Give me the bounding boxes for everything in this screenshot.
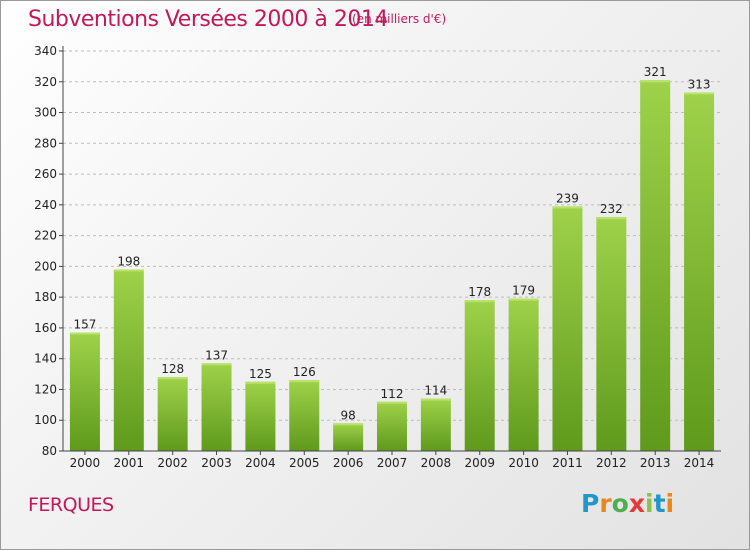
y-tick-label: 280 bbox=[34, 136, 57, 150]
x-tick-label: 2004 bbox=[245, 456, 276, 470]
place-name: FERQUES bbox=[28, 494, 114, 516]
bar-value-label: 125 bbox=[249, 367, 272, 381]
bar-highlight bbox=[464, 300, 495, 303]
proxiti-logo: Proxiti bbox=[581, 489, 674, 518]
logo-letter: i bbox=[645, 489, 654, 518]
bar bbox=[464, 300, 495, 451]
chart-title: Subventions Versées 2000 à 2014 bbox=[28, 7, 388, 32]
bar bbox=[245, 381, 276, 451]
y-tick-label: 80 bbox=[42, 444, 57, 458]
x-tick-label: 2003 bbox=[201, 456, 232, 470]
bar bbox=[113, 269, 144, 451]
x-tick-label: 2008 bbox=[421, 456, 452, 470]
bar-value-label: 198 bbox=[117, 254, 140, 268]
bar-highlight bbox=[596, 217, 627, 220]
bar-value-label: 313 bbox=[688, 78, 711, 92]
bar-highlight bbox=[508, 298, 539, 301]
y-tick-label: 240 bbox=[34, 198, 57, 212]
bar-value-label: 137 bbox=[205, 348, 228, 362]
bar-value-label: 126 bbox=[293, 365, 316, 379]
bar-highlight bbox=[157, 377, 188, 380]
bar-highlight bbox=[377, 401, 407, 404]
bar-value-label: 114 bbox=[424, 384, 447, 398]
bar bbox=[596, 217, 627, 451]
y-tick-label: 220 bbox=[34, 229, 57, 243]
x-tick-label: 2005 bbox=[289, 456, 320, 470]
y-tick-label: 160 bbox=[34, 321, 57, 335]
bar-highlight bbox=[333, 423, 364, 426]
bar-value-label: 239 bbox=[556, 191, 579, 205]
bar bbox=[640, 80, 671, 451]
y-tick-label: 180 bbox=[34, 290, 57, 304]
y-tick-label: 120 bbox=[34, 382, 57, 396]
bar bbox=[684, 92, 715, 452]
x-tick-label: 2006 bbox=[333, 456, 364, 470]
bar-value-label: 321 bbox=[644, 65, 667, 79]
y-tick-label: 200 bbox=[34, 259, 57, 273]
bar-highlight bbox=[552, 206, 583, 209]
bar-highlight bbox=[420, 398, 451, 401]
logo-letter: P bbox=[581, 489, 600, 518]
bar-highlight bbox=[289, 380, 320, 383]
logo-letter: i bbox=[665, 489, 675, 518]
bar-highlight bbox=[640, 80, 671, 83]
bar bbox=[377, 401, 407, 451]
bar-value-label: 232 bbox=[600, 202, 623, 216]
bar-value-label: 179 bbox=[512, 284, 535, 298]
x-tick-label: 2002 bbox=[157, 456, 188, 470]
y-tick-label: 260 bbox=[34, 167, 57, 181]
bar bbox=[333, 423, 364, 451]
bar-value-label: 157 bbox=[73, 318, 96, 332]
x-tick-label: 2001 bbox=[114, 456, 145, 470]
bar bbox=[289, 380, 320, 451]
bar-highlight bbox=[245, 381, 276, 384]
x-tick-label: 2007 bbox=[377, 456, 408, 470]
x-tick-label: 2014 bbox=[684, 456, 715, 470]
logo-letter: o bbox=[611, 489, 629, 518]
bar bbox=[420, 398, 451, 451]
x-tick-label: 2013 bbox=[640, 456, 671, 470]
x-tick-label: 2009 bbox=[464, 456, 495, 470]
bar-value-label: 98 bbox=[340, 408, 355, 422]
bar-value-label: 128 bbox=[161, 362, 184, 376]
bar bbox=[508, 298, 539, 451]
bar bbox=[69, 332, 100, 451]
bar bbox=[201, 363, 232, 451]
bar-highlight bbox=[69, 332, 100, 335]
bar-highlight bbox=[684, 92, 715, 95]
y-tick-label: 340 bbox=[34, 44, 57, 58]
logo-letter: x bbox=[628, 489, 645, 518]
bar-highlight bbox=[113, 269, 144, 272]
y-tick-label: 320 bbox=[34, 75, 57, 89]
chart-subtitle: (en milliers d'€) bbox=[352, 12, 447, 26]
y-tick-label: 100 bbox=[34, 413, 57, 427]
bar-highlight bbox=[201, 363, 232, 366]
bar bbox=[157, 377, 188, 451]
bar-value-label: 178 bbox=[468, 285, 491, 299]
logo-letter: r bbox=[599, 489, 612, 518]
logo-letter: t bbox=[653, 489, 666, 518]
y-tick-label: 140 bbox=[34, 352, 57, 366]
y-tick-label: 300 bbox=[34, 106, 57, 120]
bar-value-label: 112 bbox=[381, 387, 404, 401]
x-tick-label: 2011 bbox=[552, 456, 583, 470]
x-tick-label: 2000 bbox=[70, 456, 101, 470]
bar bbox=[552, 206, 583, 451]
x-tick-label: 2010 bbox=[508, 456, 539, 470]
x-tick-label: 2012 bbox=[596, 456, 627, 470]
